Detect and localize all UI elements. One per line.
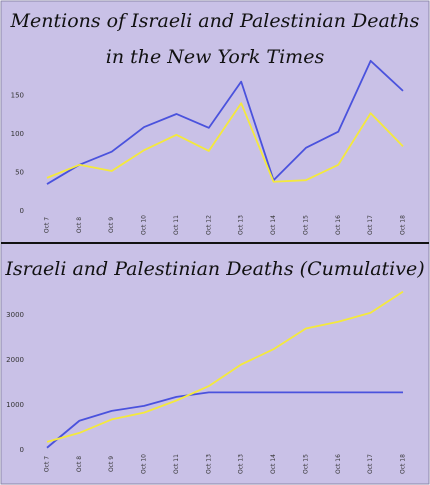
x-tick-label: Oct 17 [367, 454, 374, 474]
x-tick-label: Oct 8 [76, 217, 83, 233]
chart-title: Mentions of Israeli and Palestinian Deat… [10, 10, 420, 32]
x-tick-label: Oct 17 [367, 215, 374, 235]
chart-title: in the New York Times [106, 46, 325, 68]
x-tick-label: Oct 13 [205, 454, 212, 474]
y-tick-label: 100 [11, 130, 24, 138]
series-line [46, 59, 404, 185]
x-tick-label: Oct 14 [270, 454, 277, 474]
y-tick-label: 2000 [6, 356, 24, 364]
x-tick-label: Oct 11 [173, 454, 180, 474]
series-line [46, 102, 404, 183]
x-tick-label: Oct 9 [108, 217, 115, 233]
x-tick-label: Oct 7 [44, 456, 51, 472]
x-tick-label: Oct 11 [173, 215, 180, 235]
chart-title: Israeli and Palestinian Deaths (Cumulati… [4, 258, 424, 280]
series-line [46, 391, 403, 449]
x-tick-label: Oct 14 [270, 215, 277, 235]
y-tick-label: 150 [11, 92, 24, 100]
x-tick-label: Oct 18 [400, 215, 407, 235]
x-tick-label: Oct 16 [335, 454, 342, 474]
series-line [46, 290, 404, 443]
x-tick-label: Oct 16 [335, 215, 342, 235]
x-tick-label: Oct 7 [44, 217, 51, 233]
x-tick-label: Oct 15 [302, 454, 309, 474]
x-tick-label: Oct 12 [205, 215, 212, 235]
y-tick-label: 1000 [6, 401, 24, 409]
y-tick-label: 0 [20, 446, 24, 454]
x-tick-label: Oct 8 [76, 456, 83, 472]
x-tick-label: Oct 10 [141, 215, 148, 235]
x-tick-label: Oct 10 [141, 454, 148, 474]
x-tick-label: Oct 18 [400, 454, 407, 474]
x-tick-label: Oct 9 [108, 456, 115, 472]
x-tick-label: Oct 13 [238, 454, 245, 474]
x-tick-label: Oct 13 [238, 215, 245, 235]
y-tick-label: 0 [20, 207, 24, 215]
x-tick-label: Oct 15 [302, 215, 309, 235]
y-tick-label: 3000 [6, 311, 24, 319]
y-tick-label: 50 [15, 169, 24, 177]
